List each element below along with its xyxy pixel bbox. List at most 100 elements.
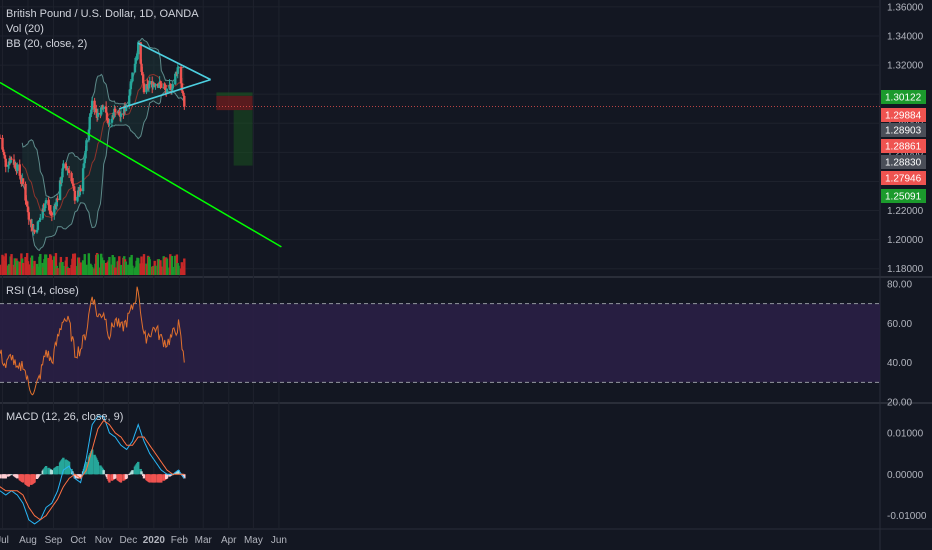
candle-body xyxy=(84,150,87,159)
signal-line xyxy=(0,419,185,521)
macd-histogram-bar xyxy=(85,461,88,475)
candle-body xyxy=(104,106,108,113)
volume-bar xyxy=(73,253,77,275)
candle-body xyxy=(90,109,93,114)
bb-lower xyxy=(21,90,185,251)
price-badge-label: 1.29884 xyxy=(885,111,922,122)
candle-body xyxy=(56,198,59,201)
price-badge xyxy=(881,108,926,122)
volume-bar xyxy=(0,264,2,275)
candle-body xyxy=(141,71,144,75)
candle-body xyxy=(164,87,167,90)
macd-histogram-bar xyxy=(16,474,19,479)
y-tick-label: 1.20000 xyxy=(887,235,924,246)
volume-bar xyxy=(96,254,100,275)
rsi-legend: RSI (14, close) xyxy=(6,284,79,299)
candle-body xyxy=(176,67,179,74)
x-tick-label: Jul xyxy=(0,535,9,546)
macd-tick-label: 0.00000 xyxy=(887,470,924,481)
candle-body xyxy=(145,84,148,93)
macd-histogram-bar xyxy=(154,474,157,483)
x-tick-label: 2020 xyxy=(143,535,166,546)
candle-body xyxy=(83,158,86,164)
volume-bar xyxy=(131,265,134,275)
price-badge xyxy=(881,123,926,137)
macd-histogram-bar xyxy=(44,466,48,475)
candle-body xyxy=(95,108,98,113)
main-legend-title[interactable]: British Pound / U.S. Dollar, 1D, OANDA xyxy=(6,8,199,20)
candle-body xyxy=(1,137,4,150)
main-legend-vol[interactable]: Vol (20) xyxy=(6,23,44,35)
volume-bar xyxy=(113,257,116,275)
volume-bar xyxy=(13,258,17,275)
candle-body xyxy=(105,112,109,120)
price-badge xyxy=(881,155,926,169)
candle-body xyxy=(71,181,74,184)
macd-histogram-bar xyxy=(160,474,163,483)
candle-body xyxy=(140,63,143,72)
macd-histogram-bar xyxy=(21,474,25,483)
candle-body xyxy=(35,229,39,233)
macd-histogram-bar xyxy=(127,474,131,476)
candle-body xyxy=(106,119,109,123)
candle-body xyxy=(41,208,44,219)
macd-legend: MACD (12, 26, close, 9) xyxy=(6,410,123,425)
triangle-upper-line xyxy=(137,42,211,81)
main-legend-bb[interactable]: BB (20, close, 2) xyxy=(6,38,88,50)
rsi-legend-label[interactable]: RSI (14, close) xyxy=(6,285,79,297)
macd-histogram-bar xyxy=(67,461,71,475)
volume-bar xyxy=(169,254,172,275)
candle-body xyxy=(157,85,161,88)
price-badge-label: 1.28903 xyxy=(885,126,922,137)
macd-tick-label: -0.01000 xyxy=(887,511,927,522)
candle-body xyxy=(85,140,88,151)
candle-body xyxy=(64,163,68,169)
candle-body xyxy=(27,212,30,220)
drawings xyxy=(0,42,880,248)
candle-body xyxy=(100,107,103,115)
candle-body xyxy=(72,186,76,191)
price-badge-label: 1.28861 xyxy=(885,142,922,153)
macd-histogram-bar xyxy=(62,457,65,475)
macd-legend-label[interactable]: MACD (12, 26, close, 9) xyxy=(6,411,124,423)
macd-histogram-bar xyxy=(140,471,143,475)
candle-body xyxy=(47,200,50,206)
volume-bar xyxy=(50,259,54,275)
candle-body xyxy=(124,107,128,111)
candle-body xyxy=(61,168,64,178)
candle-body xyxy=(180,83,184,91)
rsi-tick-label: 20.00 xyxy=(887,398,912,409)
volume-bar xyxy=(140,256,143,275)
macd-histogram-bar xyxy=(39,474,42,476)
volume-bar xyxy=(72,253,75,275)
candle-body xyxy=(19,175,22,180)
volume-bar xyxy=(137,258,140,275)
macd-histogram-bar xyxy=(141,473,144,475)
rsi-band xyxy=(0,303,880,383)
rsi-tick-label: 80.00 xyxy=(887,279,912,290)
candle-body xyxy=(159,81,162,84)
price-badge xyxy=(881,139,926,153)
macd-histogram-bar xyxy=(119,474,123,483)
volume-bar xyxy=(62,265,65,275)
volume-bar xyxy=(39,253,42,275)
candle-body xyxy=(0,137,2,139)
macd-histogram-bar xyxy=(79,474,82,479)
candle-body xyxy=(31,224,35,231)
y-tick-label: 1.26000 xyxy=(887,148,924,159)
candle-body xyxy=(18,164,21,176)
y-tick-label: 1.22000 xyxy=(887,206,924,217)
volume-bar xyxy=(4,253,7,275)
y-tick-label: 1.36000 xyxy=(887,2,924,13)
candle-body xyxy=(113,108,117,113)
macd-histogram-bar xyxy=(108,474,111,483)
candle-body xyxy=(62,163,65,169)
candle-body xyxy=(93,100,96,113)
candle-body xyxy=(154,83,157,86)
candle-body xyxy=(90,100,94,110)
candle-body xyxy=(30,219,33,228)
candle-body xyxy=(26,206,30,213)
volume-bar xyxy=(128,257,132,275)
candle-body xyxy=(78,188,82,196)
